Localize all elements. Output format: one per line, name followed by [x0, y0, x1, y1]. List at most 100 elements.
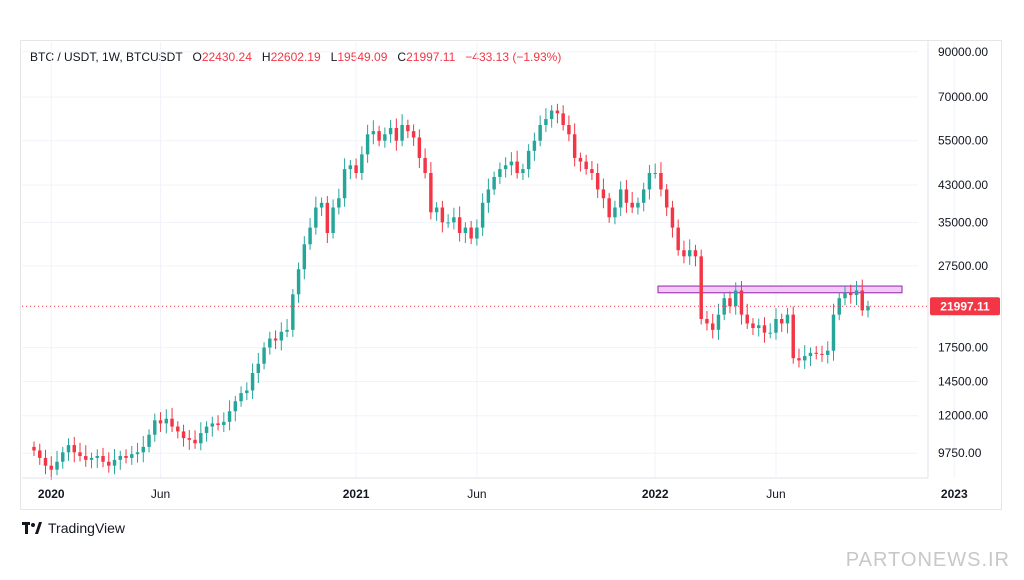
candle — [135, 442, 140, 463]
low-value: 19549.09 — [337, 50, 388, 64]
y-tick-label: 70000.00 — [938, 90, 988, 104]
candle — [170, 407, 174, 433]
candle-body — [434, 207, 439, 213]
candle-body — [72, 445, 76, 453]
open-label: O — [192, 50, 202, 64]
y-tick-label: 55000.00 — [938, 134, 988, 148]
resistance-zone-rect[interactable] — [657, 285, 903, 294]
candle-body — [475, 227, 479, 239]
tradingview-brand[interactable]: TradingView — [22, 520, 125, 536]
candle — [837, 292, 841, 321]
candle — [423, 148, 427, 179]
candle-body — [273, 338, 278, 341]
candle-body — [302, 244, 307, 270]
candle — [762, 317, 767, 343]
candle-body — [607, 198, 611, 218]
candle — [262, 342, 266, 370]
candle — [567, 115, 571, 142]
candle-body — [187, 438, 192, 440]
candle-body — [222, 421, 226, 425]
candle — [417, 129, 422, 168]
candle — [233, 395, 238, 422]
candle-body — [176, 426, 180, 432]
candle-body — [492, 176, 496, 190]
tradingview-logo-icon — [22, 522, 42, 534]
candle-body — [360, 154, 364, 173]
candle-body — [348, 165, 353, 170]
close-value: 21997.11 — [406, 50, 456, 64]
candle-body — [158, 420, 163, 424]
candle-body — [705, 318, 709, 324]
candle — [682, 240, 686, 264]
candle-body — [613, 207, 617, 218]
candle — [808, 347, 813, 367]
candle — [572, 123, 577, 167]
candle-body — [101, 456, 105, 462]
candle-body — [411, 131, 416, 138]
candle-body — [32, 446, 36, 451]
candle — [509, 152, 514, 176]
candle — [302, 236, 307, 280]
ohlc-legend: BTC / USDT, 1W, BTCUSDT O22430.24 H22602… — [30, 50, 561, 64]
candle — [797, 348, 801, 368]
candle — [101, 447, 105, 468]
candle-body — [693, 250, 698, 257]
candle-body — [331, 207, 335, 233]
candle-body — [808, 352, 813, 357]
candle — [43, 449, 48, 475]
candle — [492, 171, 496, 195]
candle — [49, 456, 53, 480]
candle-body — [193, 439, 197, 444]
candle — [486, 178, 491, 213]
resistance-zone — [657, 285, 903, 294]
candle — [705, 310, 709, 331]
candle — [61, 446, 65, 469]
chart-frame — [20, 40, 1002, 510]
candle — [584, 154, 588, 175]
candle-body — [826, 350, 830, 355]
candle-body — [687, 250, 692, 257]
candle — [273, 330, 278, 349]
candle-body — [296, 269, 301, 295]
candle — [78, 442, 82, 462]
candle-body — [584, 161, 588, 170]
candle — [521, 163, 525, 180]
candle — [820, 345, 824, 362]
candle — [124, 449, 128, 464]
candle-body — [308, 227, 312, 245]
candle — [55, 450, 59, 476]
x-tick-label: 2020 — [38, 487, 65, 501]
candle — [728, 291, 732, 314]
candle — [601, 178, 606, 209]
candle — [791, 306, 795, 364]
candle-body — [394, 128, 399, 141]
watermark: PARTONEWS.IR — [845, 549, 1010, 571]
candle — [636, 197, 640, 215]
close-label: C — [397, 50, 407, 64]
price-label: 21997.11 — [940, 299, 990, 313]
candle-body — [624, 189, 629, 203]
candle — [32, 441, 36, 456]
y-tick-label: 27500.00 — [938, 259, 988, 273]
candle — [733, 282, 738, 315]
candle — [434, 202, 439, 221]
candle-body — [636, 202, 640, 208]
candle — [199, 422, 203, 451]
candle — [641, 182, 646, 212]
candle-body — [762, 325, 767, 333]
candle — [463, 222, 468, 244]
candle — [866, 300, 870, 318]
candle-body — [849, 292, 853, 296]
candle — [222, 412, 226, 432]
candle — [176, 421, 180, 439]
candle-body — [521, 169, 525, 173]
candle-body — [538, 125, 542, 141]
candle — [365, 124, 370, 163]
candle-body — [245, 390, 249, 394]
candle — [181, 424, 186, 447]
candle — [72, 436, 76, 463]
candle — [595, 163, 600, 198]
candle-body — [49, 465, 53, 470]
candle — [607, 192, 611, 223]
